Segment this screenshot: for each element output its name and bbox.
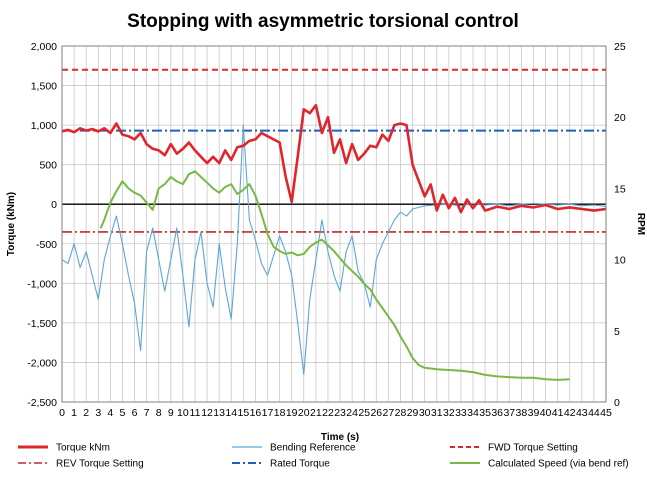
x-tick-label: 45 [600,407,612,419]
data-series [61,104,607,381]
x-tick-label: 31 [431,407,443,419]
x-tick-label: 41 [552,407,564,419]
y-axis-label: Torque (kNm) [6,192,17,256]
x-tick-label: 11 [190,407,201,419]
legend-label-rev: REV Torque Setting [56,459,144,470]
y2-tick-label: 5 [614,326,620,338]
x-tick-label: 10 [177,407,189,419]
y2-tick-label: 15 [614,183,626,195]
series-line-bending [61,124,607,375]
x-tick-label: 13 [213,407,225,419]
y2-axis-label: RPM [635,213,646,235]
chart-legend: Torque kNm Bending Reference FWD Torque Se… [18,443,629,470]
legend-label-rated: Rated Torque [270,459,330,470]
x-tick-label: 26 [370,407,382,419]
x-tick-label: 5 [120,407,126,419]
x-tick-label: 4 [107,407,113,419]
x-tick-label: 8 [156,407,162,419]
x-tick-label: 14 [225,407,237,419]
x-tick-label: 9 [168,407,174,419]
legend-label-speed: Calculated Speed (via bend ref) [488,459,629,470]
x-tick-label: 18 [274,407,286,419]
x-axis-label: Time (s) [321,432,359,443]
x-tick-label: 44 [588,407,600,419]
x-tick-label: 6 [132,407,138,419]
y-tick-label: -2,000 [27,357,57,369]
x-tick-label: 24 [346,407,358,419]
plot-area-frame [61,45,607,403]
x-tick-label: 43 [576,407,588,419]
x-tick-label: 29 [407,407,419,419]
x-tick-label: 12 [201,407,213,419]
x-tick-label: 23 [334,407,346,419]
y-tick-label: -1,000 [27,278,57,290]
x-tick-label: 39 [528,407,540,419]
series-line-torque [61,104,607,214]
x-tick-label: 1 [71,407,77,419]
y2-tick-label: 25 [614,41,626,53]
x-tick-label: 32 [443,407,455,419]
x-tick-label: 15 [237,407,249,419]
x-tick-label: 38 [516,407,528,419]
legend-label-torque: Torque kNm [56,443,110,454]
x-tick-label: 22 [322,407,334,419]
y2-tick-label: 10 [614,255,626,267]
y2-tick-label: 0 [614,397,620,409]
y-tick-label: 0 [51,199,57,211]
x-tick-label: 30 [419,407,431,419]
x-tick-label: 33 [455,407,467,419]
y-tick-label: 500 [39,160,57,172]
grid-lines [61,45,607,403]
series-line-speed [99,170,570,381]
legend-label-bending: Bending Reference [270,443,356,454]
x-tick-label: 36 [491,407,503,419]
x-tick-label: 37 [503,407,515,419]
y-tick-label: 1,000 [31,120,57,132]
x-tick-label: 0 [59,407,65,419]
x-tick-label: 40 [540,407,552,419]
x-tick-label: 19 [286,407,298,419]
chart-title: Stopping with asymmetric torsional contr… [127,11,519,32]
y-tick-label: 2,000 [31,41,57,53]
x-tick-label: 42 [564,407,576,419]
axis-ticks: 0 1 2 3 4 5 6 7 8 9 10 11 12 13 14 15 16 17 18 19 20 21 22 23 24… [27,41,626,419]
y-tick-label: 1,500 [31,81,57,93]
x-tick-label: 7 [144,407,150,419]
x-tick-label: 16 [250,407,262,419]
y-tick-label: -500 [36,239,57,251]
y-tick-label: -1,500 [27,318,57,330]
legend-label-fwd: FWD Torque Setting [488,443,578,454]
x-tick-label: 27 [383,407,395,419]
x-tick-label: 20 [298,407,310,419]
x-tick-label: 2 [83,407,89,419]
x-tick-label: 35 [479,407,491,419]
y2-tick-label: 20 [614,112,626,124]
x-tick-label: 28 [395,407,407,419]
reference-lines [62,68,606,233]
x-tick-label: 17 [262,407,274,419]
x-tick-label: 25 [358,407,370,419]
x-tick-label: 21 [310,407,322,419]
x-tick-label: 34 [467,407,479,419]
x-tick-label: 3 [95,407,101,419]
y-tick-label: -2,500 [27,397,57,409]
